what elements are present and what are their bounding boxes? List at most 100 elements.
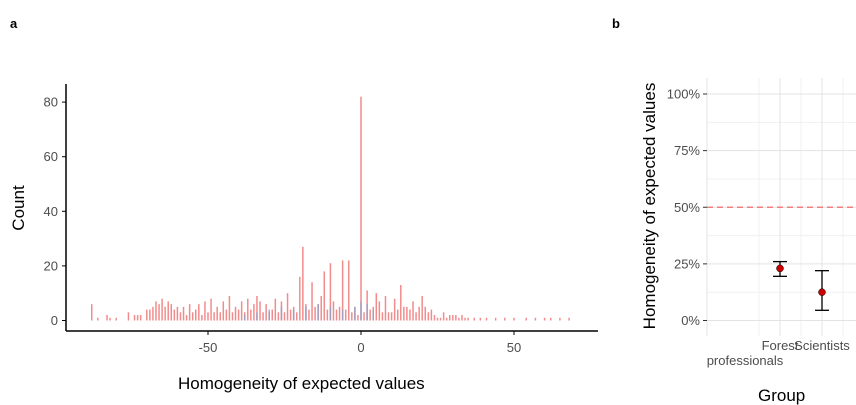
histogram-bar [268,309,270,321]
histogram-bar [504,317,506,321]
histogram-bar [344,309,347,321]
histogram-bar [173,309,176,321]
histogram-bar [378,301,381,321]
histogram-bar [302,246,304,321]
histogram-bar [323,271,326,321]
histogram-bar [314,306,316,321]
histogram-bar [274,298,277,321]
y-axis-ticks: 0% 25% 50% 75% 100% [667,87,707,328]
y-tick-label: 100% [667,87,701,102]
y-tick-label: 25% [674,256,700,271]
group-points [773,260,829,311]
y-tick-label: 50% [674,200,700,215]
histogram-bar [354,306,356,321]
histogram-bar [341,309,344,321]
histogram-bar [464,317,466,321]
histogram-bar [185,315,188,321]
x-tick-label: -50 [199,340,218,355]
histogram-bar [133,315,136,321]
x-axis-title: Group [758,386,805,405]
histogram-bar [427,312,430,321]
histogram-bar [262,312,264,321]
histogram-bar [338,306,341,321]
histogram-bar [320,295,322,321]
x-tick-label: 50 [507,340,521,355]
histogram-bar [127,312,130,321]
histogram-bar [292,309,295,321]
histogram-bar [161,298,163,321]
histogram-bar [473,317,475,321]
histogram-bar [387,312,390,321]
histogram-bar [369,309,371,321]
histogram-bar [136,315,139,321]
histogram-bar [317,304,319,321]
histogram-bar [164,306,166,321]
histogram-bar [305,306,307,321]
histogram-bar [299,276,301,321]
histogram-bar [329,306,332,321]
histogram-bar [452,315,454,321]
summary-panel: 0% 25% 50% 75% 100% Forest professionals Sci… [640,78,856,405]
histogram-bar [439,317,442,321]
histogram-bar [445,317,448,321]
histogram-bar [348,260,350,321]
histogram-bar [240,301,243,321]
histogram-bar [204,301,206,321]
panel-a-letter: a [10,16,18,31]
histogram-bar [201,315,203,321]
histogram-bar [549,317,552,321]
histogram-bar [341,260,344,321]
y-tick-label: 80 [44,95,58,110]
histogram-bar [418,306,420,321]
histogram-bar [109,317,111,321]
panel-b-letter: b [612,16,620,31]
histogram-bar [534,317,537,321]
histogram-bar [412,301,414,321]
histogram-bars [90,96,570,321]
histogram-bar [283,312,286,321]
y-axis-title: Count [9,185,28,231]
histogram-bar [97,317,99,321]
histogram-bar [326,309,329,321]
histogram-bar [228,295,231,321]
histogram-bar [106,315,108,321]
histogram-bar [406,306,408,321]
histogram-bar [90,304,93,321]
histogram-bar [396,309,399,321]
histogram-bar [409,309,411,321]
histogram-bar [182,306,185,321]
histogram-bar [253,304,255,321]
y-tick-label: 40 [44,204,58,219]
histogram-bar [461,315,463,321]
histogram-bar [234,306,237,321]
y-axis-title: Homogeneity of expected values [640,83,659,330]
histogram-bar [430,309,433,321]
histogram-bar [329,263,332,321]
grid-lines [706,78,856,336]
histogram-panel: 0 20 40 60 80 -50 0 50 Homogeneity of expected… [9,84,598,393]
histogram-bar [213,312,215,321]
histogram-bar [155,301,157,321]
histogram-bar [176,306,179,321]
histogram-bar [286,293,289,321]
y-tick-label: 75% [674,143,700,158]
histogram-bar [207,312,209,321]
histogram-bar [158,304,160,321]
histogram-bar [436,317,439,321]
histogram-bar [146,309,148,321]
histogram-bar [247,298,249,321]
histogram-bar [250,309,252,321]
y-tick-label: 0 [51,313,58,328]
histogram-bar [295,312,298,321]
histogram-bar [188,304,191,321]
histogram-bar [455,315,457,321]
histogram-bar [351,312,353,321]
x-axis-ticks: -50 0 50 [199,331,521,355]
histogram-bar [366,304,368,321]
histogram-bar [243,315,246,321]
histogram-bar [393,298,396,321]
mean-point [818,288,826,296]
histogram-bar [280,306,283,321]
histogram-bar [222,301,225,321]
